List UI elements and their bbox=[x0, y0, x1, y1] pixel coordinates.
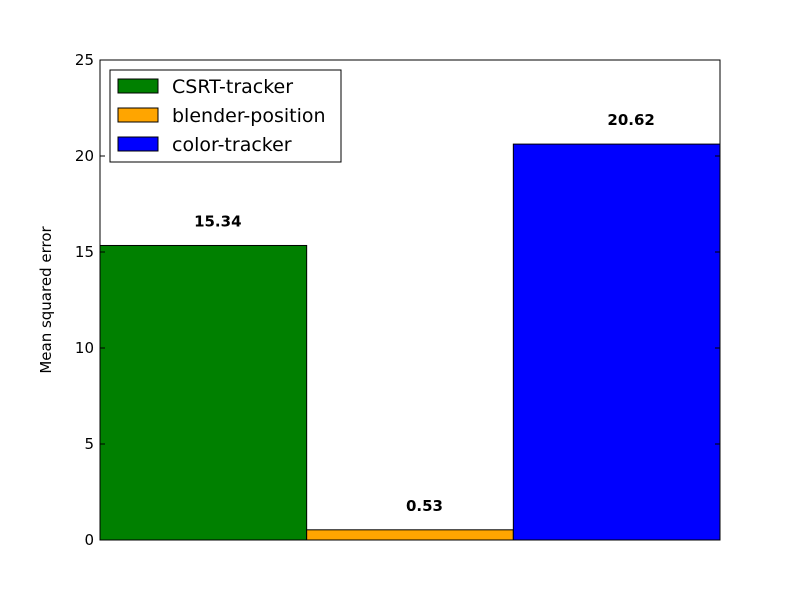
bar-color-tracker bbox=[512, 143, 721, 541]
y-tick-label: 0 bbox=[84, 531, 94, 549]
legend-swatch bbox=[117, 78, 159, 94]
y-tick-label: 10 bbox=[75, 339, 94, 357]
bar-value-label: 15.34 bbox=[194, 212, 241, 230]
legend-swatch bbox=[117, 136, 159, 152]
axes-frame bbox=[99, 59, 721, 541]
legend-swatch bbox=[117, 107, 159, 123]
y-tick-label: 20 bbox=[75, 147, 94, 165]
y-axis-label: Mean squared error bbox=[37, 225, 55, 373]
bar-value-label: 20.62 bbox=[607, 111, 654, 129]
bar-CSRT-tracker bbox=[99, 244, 308, 541]
y-tick-label: 5 bbox=[84, 435, 94, 453]
y-tick-label: 25 bbox=[75, 51, 94, 69]
legend-label: color-tracker bbox=[172, 134, 292, 156]
y-tick-label: 15 bbox=[75, 243, 94, 261]
bar-blender-position bbox=[306, 529, 514, 541]
legend-label: CSRT-tracker bbox=[172, 76, 293, 98]
legend-label: blender-position bbox=[172, 105, 326, 127]
y-axis-ticks: 0 5 10 15 20 25 bbox=[75, 51, 720, 549]
legend: CSRT-tracker blender-position color-tracke… bbox=[109, 69, 342, 163]
bar-value-label: 0.53 bbox=[406, 497, 443, 515]
bar-value-labels: 15.34 0.53 20.62 bbox=[194, 111, 655, 515]
